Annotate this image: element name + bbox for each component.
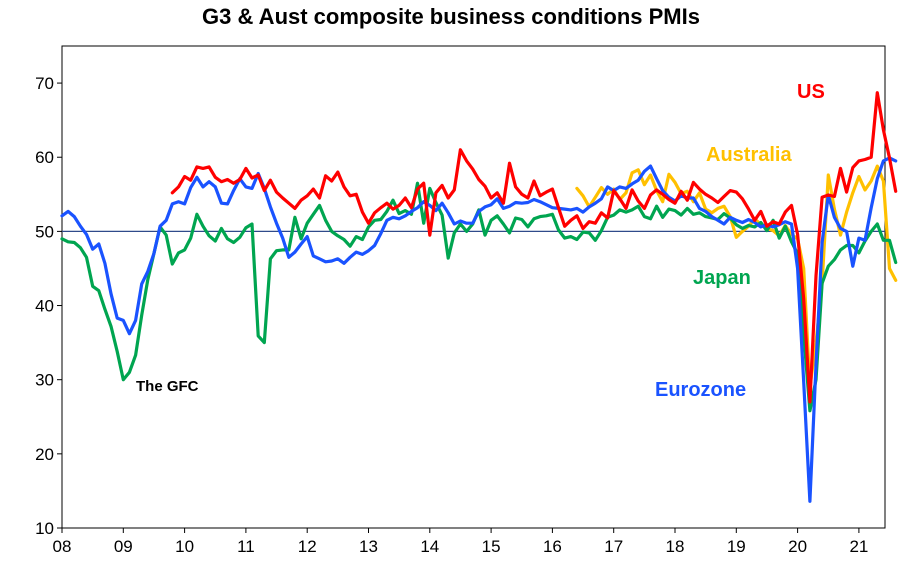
y-tick-label: 50 — [35, 222, 54, 241]
series-label-us: US — [797, 81, 825, 103]
x-tick-label: 14 — [420, 537, 439, 556]
series-line-us — [170, 91, 898, 404]
series-line-eurozone — [60, 156, 898, 503]
series-labels: US Australia Eurozone Japan The GFC — [136, 81, 825, 401]
y-tick-label: 70 — [35, 74, 54, 93]
plot-area — [61, 45, 886, 529]
x-tick-label: 15 — [482, 537, 501, 556]
x-tick-label: 18 — [666, 537, 685, 556]
x-tick-label: 16 — [543, 537, 562, 556]
series-label-eurozone: Eurozone — [655, 379, 746, 401]
x-tick-label: 17 — [604, 537, 623, 556]
y-tick-label: 40 — [35, 297, 54, 316]
x-tick-label: 19 — [727, 537, 746, 556]
x-axis: 08 09 10 11 12 13 14 15 16 17 18 19 20 21 — [53, 528, 868, 556]
x-tick-label: 08 — [53, 537, 72, 556]
annotation-gfc: The GFC — [136, 378, 199, 395]
series-line-australia — [575, 164, 898, 389]
x-tick-label: 11 — [237, 537, 255, 556]
x-tick-label: 10 — [175, 537, 194, 556]
series-line-japan — [60, 181, 898, 413]
series-label-australia: Australia — [706, 144, 792, 166]
y-tick-label: 60 — [35, 148, 54, 167]
y-tick-label: 30 — [35, 371, 54, 390]
x-tick-label: 21 — [849, 537, 868, 556]
x-tick-label: 20 — [788, 537, 807, 556]
series-lines — [60, 91, 898, 503]
y-axis: 10 20 30 40 50 60 70 — [35, 74, 62, 538]
plot-border — [61, 45, 886, 529]
y-tick-label: 10 — [35, 519, 54, 538]
series-label-japan: Japan — [693, 267, 751, 289]
chart-title: G3 & Aust composite business conditions … — [202, 4, 700, 29]
y-tick-label: 20 — [35, 445, 54, 464]
x-tick-label: 09 — [114, 537, 133, 556]
x-tick-label: 12 — [298, 537, 317, 556]
x-tick-label: 13 — [359, 537, 378, 556]
